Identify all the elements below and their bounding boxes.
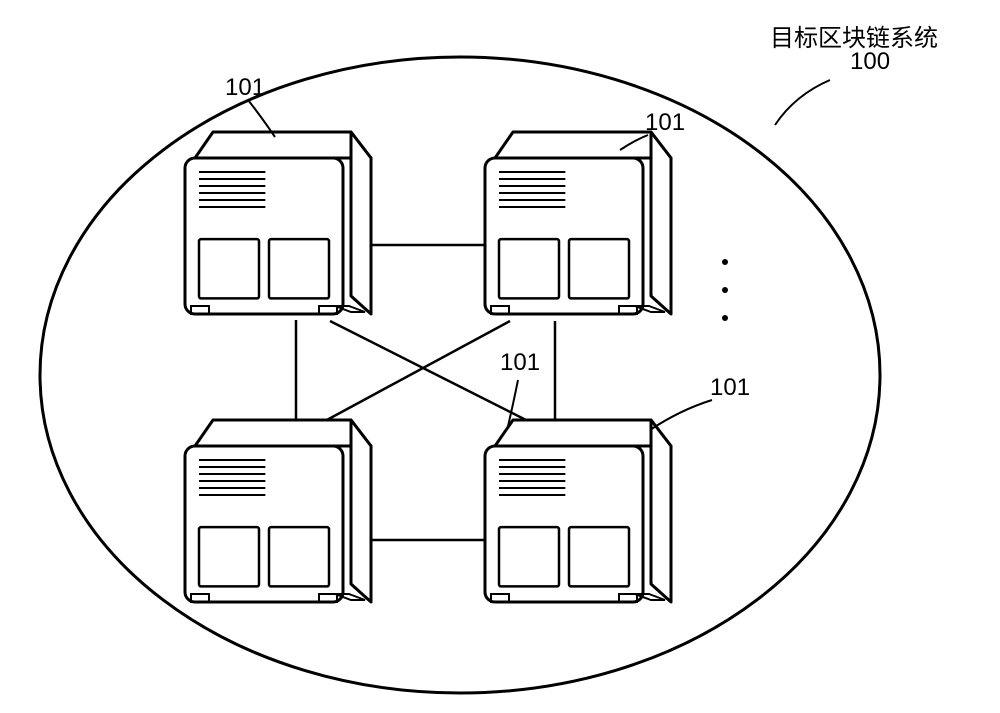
server-node — [485, 420, 671, 602]
diagram-canvas: 101 101 101 101 — [0, 0, 1000, 713]
server-node — [185, 132, 371, 314]
node-label: 101 — [500, 349, 540, 376]
server-node — [185, 420, 371, 602]
node-label: 101 — [645, 109, 685, 136]
node-label: 101 — [710, 374, 750, 401]
server-node — [485, 132, 671, 314]
node-label: 101 — [225, 74, 265, 101]
system-ref: 100 — [850, 48, 890, 76]
